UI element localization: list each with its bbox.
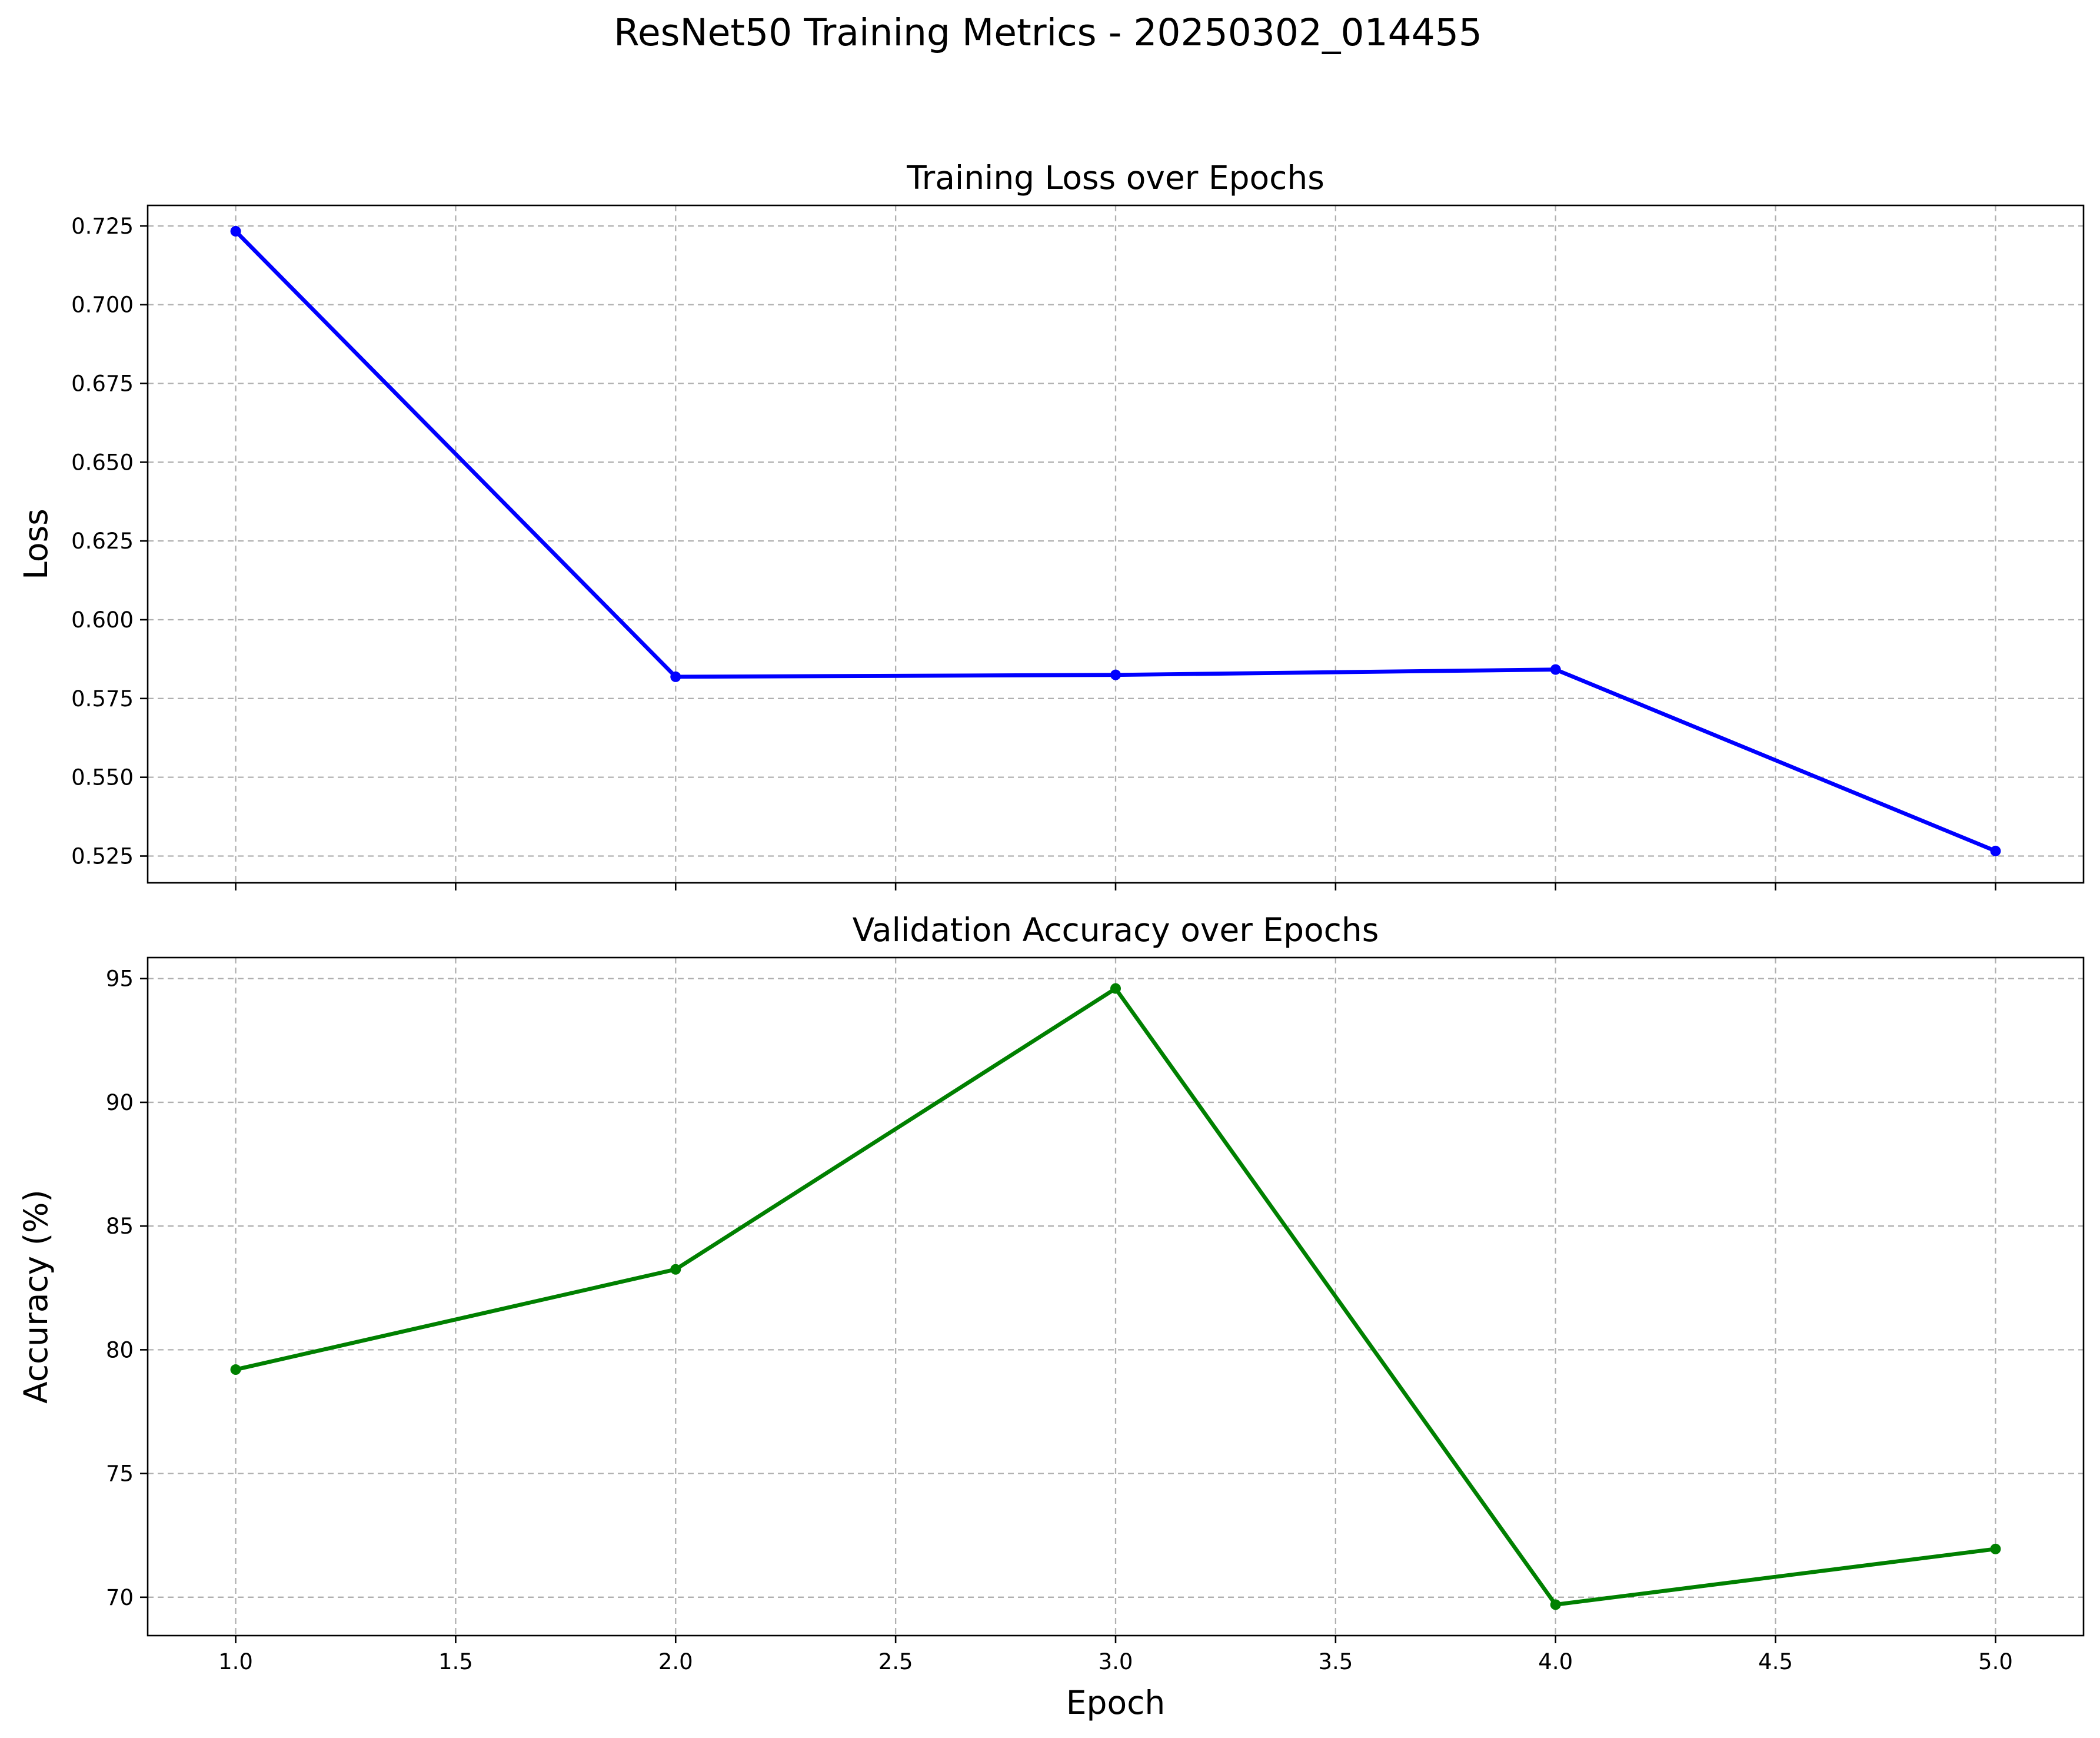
loss-point-epoch-4 xyxy=(1550,664,1561,675)
y-tick-label: 0.625 xyxy=(71,529,134,554)
y-tick-label: 75 xyxy=(106,1461,134,1487)
y-tick-label: 0.725 xyxy=(71,214,134,239)
accuracy-point-epoch-5 xyxy=(1990,1543,2001,1554)
x-tick-label: 4.0 xyxy=(1538,1649,1573,1674)
loss-point-epoch-1 xyxy=(230,225,241,237)
loss-y-axis-label: Loss xyxy=(17,509,55,580)
loss-chart-title: Training Loss over Epochs xyxy=(906,159,1324,197)
y-tick-label: 80 xyxy=(106,1337,134,1363)
loss-point-epoch-2 xyxy=(670,671,681,682)
y-tick-label: 90 xyxy=(106,1090,134,1115)
y-tick-label: 0.700 xyxy=(71,293,134,318)
x-tick-label: 5.0 xyxy=(1978,1649,2013,1674)
y-tick-label: 0.675 xyxy=(71,371,134,396)
x-tick-label: 4.5 xyxy=(1758,1649,1793,1674)
accuracy-y-axis-label: Accuracy (%) xyxy=(17,1189,55,1404)
loss-chart: 0.525 0.550 0.575 0.600 0.625 0.650 0.675 0.700… xyxy=(17,159,2085,890)
y-tick-label: 70 xyxy=(106,1585,134,1610)
accuracy-point-epoch-2 xyxy=(670,1264,681,1275)
loss-point-epoch-5 xyxy=(1990,845,2001,856)
x-tick-label: 2.5 xyxy=(878,1649,913,1674)
accuracy-x-axis-label: Epoch xyxy=(1066,1684,1165,1722)
accuracy-point-epoch-4 xyxy=(1550,1599,1561,1610)
y-tick-label: 95 xyxy=(106,966,134,992)
x-tick-label: 3.0 xyxy=(1099,1649,1133,1674)
accuracy-chart-title: Validation Accuracy over Epochs xyxy=(853,911,1379,949)
y-tick-label: 0.650 xyxy=(71,450,134,475)
y-tick-label: 0.575 xyxy=(71,686,134,712)
x-tick-label: 1.0 xyxy=(218,1649,253,1674)
y-tick-label: 0.525 xyxy=(71,843,134,869)
x-tick-label: 1.5 xyxy=(438,1649,473,1674)
loss-point-epoch-3 xyxy=(1110,669,1121,680)
y-tick-label: 0.600 xyxy=(71,607,134,633)
y-tick-label: 85 xyxy=(106,1214,134,1239)
x-tick-label: 3.5 xyxy=(1318,1649,1353,1674)
y-tick-label: 0.550 xyxy=(71,765,134,790)
accuracy-chart: 1.0 1.5 2.0 2.5 3.0 3.5 4.0 4.5 5.0 70 75 80 85 90 95 V… xyxy=(17,911,2085,1722)
accuracy-point-epoch-1 xyxy=(230,1364,241,1375)
figure-suptitle: ResNet50 Training Metrics - 20250302_014… xyxy=(614,11,1482,54)
accuracy-point-epoch-3 xyxy=(1110,983,1121,994)
x-tick-label: 2.0 xyxy=(658,1649,693,1674)
